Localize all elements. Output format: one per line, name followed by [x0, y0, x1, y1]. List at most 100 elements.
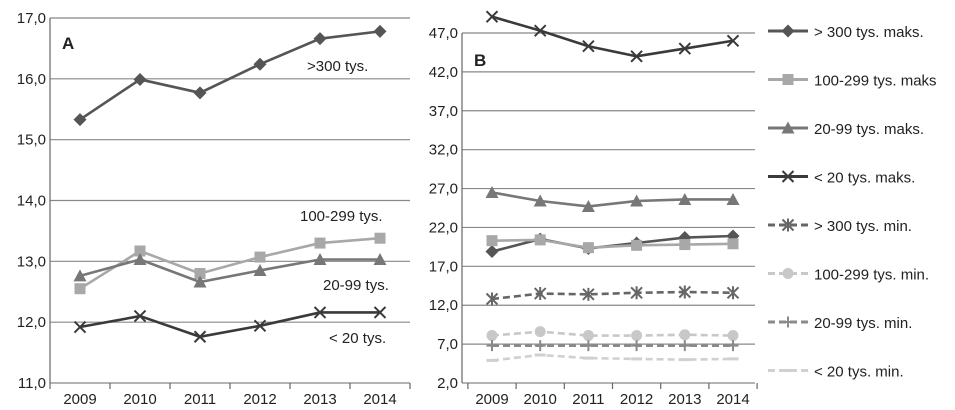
data-point — [727, 238, 739, 250]
data-point — [679, 239, 691, 251]
data-point — [253, 319, 267, 333]
data-point — [253, 57, 267, 71]
data-point — [679, 340, 691, 352]
legend-swatch-marker — [782, 74, 794, 85]
x-tick-label: 2013 — [668, 391, 701, 408]
y-tick-label: 2,0 — [437, 375, 458, 392]
legend-swatch-marker — [782, 316, 794, 328]
y-tick-label: 37,0 — [429, 103, 458, 120]
legend-swatch-marker — [781, 218, 795, 232]
panel-b-label: B — [474, 51, 486, 70]
x-tick-label: 2012 — [620, 391, 653, 408]
data-point — [193, 275, 207, 288]
legend: > 300 tys. maks. 100-299 tys. maks 20-99 t… — [768, 24, 937, 381]
x-tick-label: 2013 — [303, 391, 336, 408]
panel-a-y-ticks: 11,0 12,0 13,0 14,0 15,0 16,0 17,0 — [17, 10, 46, 392]
data-point — [133, 253, 147, 266]
legend-swatch-marker — [781, 121, 795, 134]
series-line — [79, 236, 381, 290]
series-label-under-20: < 20 tys. — [329, 330, 386, 347]
series-line — [491, 15, 734, 58]
data-point — [582, 340, 594, 352]
legend-item: < 20 tys. min. — [768, 364, 904, 381]
data-point — [631, 330, 643, 342]
data-point — [253, 263, 267, 276]
data-point — [631, 239, 643, 251]
panel-a-series — [73, 24, 387, 343]
data-point — [726, 286, 740, 300]
data-point — [254, 251, 266, 263]
legend-item: > 300 tys. min. — [768, 218, 912, 235]
data-point — [485, 245, 499, 259]
data-point — [533, 24, 547, 37]
legend-swatch-marker — [781, 170, 795, 183]
series-1 — [486, 234, 739, 254]
data-point — [726, 34, 740, 47]
x-tick-label: 2009 — [475, 391, 508, 408]
data-point — [534, 326, 546, 338]
y-tick-label: 17,0 — [17, 10, 46, 27]
data-point — [533, 287, 547, 301]
series-line — [491, 290, 734, 301]
data-point — [534, 234, 546, 246]
data-point — [133, 72, 147, 86]
series-4 — [485, 285, 740, 306]
data-point — [486, 235, 498, 247]
data-point — [630, 50, 643, 63]
data-point — [73, 113, 87, 127]
legend-item: 20-99 tys. maks. — [768, 121, 924, 138]
legend-item: > 300 tys. maks. — [768, 24, 924, 41]
panel-a-x-ticks: 2009 2010 2011 2012 2013 2014 — [63, 391, 396, 408]
data-point — [133, 309, 147, 323]
legend-label: < 20 tys. min. — [814, 364, 904, 381]
data-point — [74, 283, 86, 295]
series-1 — [74, 232, 386, 295]
data-point — [679, 329, 691, 341]
series-label-300: >300 tys. — [307, 58, 368, 75]
data-point — [678, 42, 692, 55]
series-line — [79, 258, 380, 284]
series-line — [491, 353, 734, 362]
legend-item: 20-99 tys. min. — [768, 315, 912, 332]
y-tick-label: 12,0 — [17, 314, 46, 331]
data-point — [727, 340, 739, 352]
legend-label: 20-99 tys. maks. — [814, 121, 924, 138]
data-point — [726, 192, 740, 205]
x-tick-label: 2011 — [184, 391, 216, 408]
series-line — [491, 238, 734, 249]
legend-swatch-marker — [782, 268, 794, 279]
panel-b-grid — [461, 32, 758, 389]
panel-b-series — [485, 10, 740, 362]
data-point — [533, 194, 547, 207]
series-7 — [486, 353, 739, 362]
data-point — [582, 287, 595, 301]
legend-swatch-marker — [781, 24, 795, 38]
data-point — [314, 237, 326, 249]
series-3 — [73, 306, 387, 343]
data-point — [485, 10, 499, 23]
x-tick-label: 2014 — [363, 391, 396, 408]
y-tick-label: 16,0 — [17, 71, 46, 88]
series-label-20-99: 20-99 tys. — [323, 277, 389, 294]
data-point — [485, 185, 499, 198]
data-point — [73, 320, 87, 334]
data-point — [373, 253, 387, 266]
series-2 — [485, 185, 740, 212]
data-point — [134, 245, 146, 257]
y-tick-label: 14,0 — [17, 193, 46, 210]
data-point — [581, 199, 595, 212]
legend-label: 20-99 tys. min. — [814, 315, 912, 332]
series-0 — [73, 24, 387, 127]
series-line — [79, 311, 380, 339]
x-tick-label: 2010 — [524, 391, 557, 408]
x-tick-label: 2012 — [243, 391, 276, 408]
data-point — [373, 24, 387, 38]
data-point — [485, 292, 499, 306]
series-2 — [73, 253, 387, 288]
data-point — [313, 306, 327, 319]
legend-item: 100-299 tys. min. — [768, 267, 929, 284]
legend-item: 100-299 tys. maks — [768, 73, 937, 90]
x-tick-label: 2010 — [123, 391, 156, 408]
